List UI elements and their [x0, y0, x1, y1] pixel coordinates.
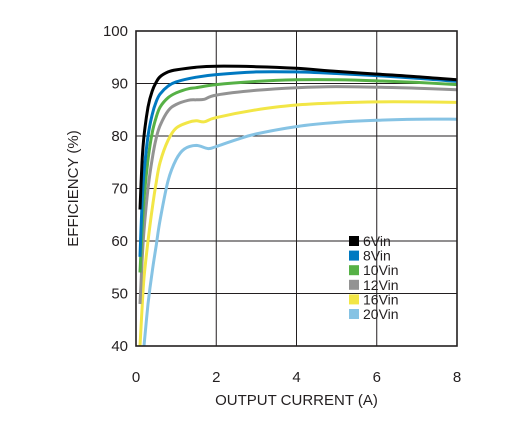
legend-label-20vin: 20Vin	[363, 306, 399, 322]
series-line-16vin	[138, 100, 458, 347]
legend-label-16vin: 16Vin	[363, 291, 399, 307]
y-tick-label: 50	[111, 286, 128, 303]
legend-label-8vin: 8Vin	[363, 248, 391, 264]
y-tick-label: 100	[103, 23, 128, 40]
legend-swatch-6vin	[349, 236, 359, 246]
x-tick-label: 4	[292, 369, 300, 386]
x-axis-tick-labels: 0 2 4 6 8	[132, 369, 461, 386]
y-tick-label: 90	[111, 76, 128, 93]
legend-swatch-16vin	[349, 294, 359, 305]
series-line-8vin	[138, 70, 458, 257]
x-tick-label: 8	[453, 369, 461, 386]
y-tick-label: 70	[111, 181, 128, 198]
y-tick-label: 80	[111, 128, 128, 145]
y-axis-title: EFFICIENCY (%)	[65, 130, 82, 246]
series-lines	[138, 64, 458, 347]
series-line-6vin	[138, 64, 458, 210]
y-axis-tick-labels: 40 50 60 70 80 90 100	[103, 23, 128, 355]
series-line-20vin	[142, 117, 458, 347]
series-line-10vin	[138, 78, 458, 273]
legend-swatch-10vin	[349, 265, 359, 276]
plot-area-frame	[135, 30, 458, 347]
x-axis-title: OUTPUT CURRENT (A)	[215, 392, 378, 409]
legend-label-6vin: 6Vin	[363, 233, 391, 249]
legend-label-10vin: 10Vin	[363, 262, 399, 278]
series-line-12vin	[138, 85, 458, 305]
legend-swatch-8vin	[349, 250, 359, 261]
legend-swatch-12vin	[349, 279, 359, 290]
x-tick-label: 0	[132, 369, 140, 386]
legend-label-12vin: 12Vin	[363, 277, 399, 293]
y-tick-label: 40	[111, 338, 128, 355]
legend-swatch-20vin	[349, 309, 359, 319]
y-tick-label: 60	[111, 233, 128, 250]
x-tick-label: 6	[373, 369, 381, 386]
x-tick-label: 2	[212, 369, 220, 386]
